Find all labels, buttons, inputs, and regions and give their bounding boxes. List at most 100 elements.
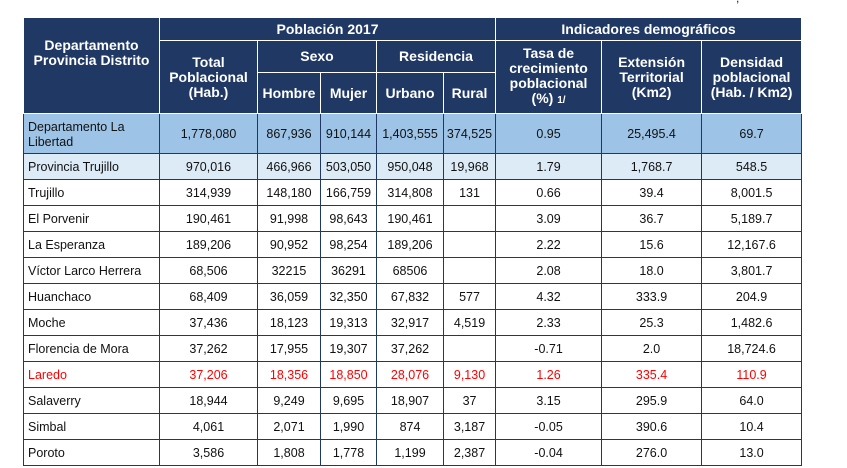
cell-densidad: 64.0 (701, 387, 803, 414)
cell-mujer: 9,695 (320, 387, 377, 414)
cell-rural: 4,519 (442, 309, 497, 336)
cell-tasa: 4.32 (495, 283, 603, 310)
cell-total: 37,436 (159, 309, 258, 336)
row-name: Provincia Trujillo (23, 153, 160, 180)
cell-mujer: 98,643 (320, 205, 377, 232)
cell-hombre: 32215 (257, 257, 321, 284)
cell-mujer: 503,050 (320, 153, 377, 180)
row-name: Víctor Larco Herrera (23, 257, 160, 284)
cell-extension: 276.0 (601, 439, 703, 466)
extension-header: Extensión Territorial (Km2) (601, 40, 703, 114)
table-row: Trujillo 314,939 148,180 166,759 314,808… (23, 179, 803, 206)
cell-extension: 39.4 (601, 179, 703, 206)
cell-urbano: 28,076 (376, 361, 444, 388)
cell-hombre: 148,180 (257, 179, 321, 206)
cell-extension: 390.6 (601, 413, 703, 440)
cell-rural: 9,130 (442, 361, 497, 388)
cell-rural: 2,387 (442, 439, 497, 466)
row-name: El Porvenir (23, 205, 160, 232)
cell-mujer: 32,350 (320, 283, 377, 310)
cell-tasa: 3.15 (495, 387, 603, 414)
table-row: Salaverry 18,944 9,249 9,695 18,907 37 3… (23, 387, 803, 414)
cell-tasa: 1.26 (495, 361, 603, 388)
cell-total: 1,778,080 (159, 113, 258, 154)
corner-mark: , (736, 0, 739, 5)
table-row: Huanchaco 68,409 36,059 32,350 67,832 57… (23, 283, 803, 310)
cell-total: 37,262 (159, 335, 258, 362)
cell-mujer: 98,254 (320, 231, 377, 258)
cell-total: 37,206 (159, 361, 258, 388)
poblacion-group-header: Población 2017 (158, 17, 497, 41)
cell-densidad: 3,801.7 (701, 257, 803, 284)
cell-total: 189,206 (159, 231, 258, 258)
cell-densidad: 110.9 (701, 361, 803, 388)
cell-densidad: 13.0 (701, 439, 803, 466)
cell-urbano: 314,808 (376, 179, 444, 206)
cell-hombre: 466,966 (257, 153, 321, 180)
cell-hombre: 17,955 (257, 335, 321, 362)
cell-urbano: 950,048 (376, 153, 444, 180)
cell-rural (442, 205, 497, 232)
cell-hombre: 2,071 (257, 413, 321, 440)
cell-densidad: 8,001.5 (701, 179, 803, 206)
cell-hombre: 9,249 (257, 387, 321, 414)
table-row: Provincia Trujillo 970,016 466,966 503,0… (23, 153, 803, 180)
tasa-header: Tasa de crecimiento poblacional (%) 1/ (495, 40, 603, 114)
cell-extension: 15.6 (601, 231, 703, 258)
row-name: Poroto (23, 439, 160, 466)
row-label-header: Departamento Provincia Distrito (23, 17, 160, 114)
cell-hombre: 91,998 (257, 205, 321, 232)
cell-tasa: -0.71 (495, 335, 603, 362)
cell-rural (442, 257, 497, 284)
cell-mujer: 1,990 (320, 413, 377, 440)
cell-extension: 335.4 (601, 361, 703, 388)
cell-urbano: 190,461 (376, 205, 444, 232)
cell-extension: 295.9 (601, 387, 703, 414)
cell-urbano: 1,199 (376, 439, 444, 466)
cell-mujer: 166,759 (320, 179, 377, 206)
cell-mujer: 910,144 (320, 113, 377, 154)
cell-extension: 18.0 (601, 257, 703, 284)
cell-urbano: 67,832 (376, 283, 444, 310)
cell-densidad: 10.4 (701, 413, 803, 440)
residencia-header: Residencia (375, 40, 497, 73)
cell-tasa: 0.66 (495, 179, 603, 206)
densidad-header: Densidad poblacional (Hab. / Km2) (701, 40, 803, 114)
hombre-header: Hombre (257, 72, 321, 114)
cell-densidad: 18,724.6 (701, 335, 803, 362)
cell-urbano: 874 (376, 413, 444, 440)
total-header: Total Poblacional (Hab.) (159, 40, 258, 114)
cell-total: 4,061 (159, 413, 258, 440)
cell-total: 68,409 (159, 283, 258, 310)
sexo-header: Sexo (257, 40, 377, 73)
cell-rural: 19,968 (442, 153, 497, 180)
row-name: Simbal (23, 413, 160, 440)
cell-tasa: 0.95 (495, 113, 603, 154)
cell-extension: 36.7 (601, 205, 703, 232)
cell-densidad: 5,189.7 (701, 205, 803, 232)
cell-rural (442, 231, 497, 258)
cell-total: 68,506 (159, 257, 258, 284)
cell-urbano: 32,917 (376, 309, 444, 336)
row-name: Departamento La Libertad (23, 113, 160, 154)
cell-mujer: 1,778 (320, 439, 377, 466)
cell-extension: 25,495.4 (601, 113, 703, 154)
cell-extension: 333.9 (601, 283, 703, 310)
mujer-header: Mujer (320, 72, 377, 114)
cell-mujer: 19,307 (320, 335, 377, 362)
urbano-header: Urbano (376, 72, 444, 114)
row-name: Florencia de Mora (23, 335, 160, 362)
row-name: Laredo (23, 361, 160, 388)
cell-urbano: 189,206 (376, 231, 444, 258)
indicadores-group-header: Indicadores demográficos (495, 17, 803, 41)
cell-hombre: 36,059 (257, 283, 321, 310)
cell-densidad: 69.7 (701, 113, 803, 154)
table-row: Departamento La Libertad 1,778,080 867,9… (23, 113, 803, 154)
table-row: Poroto 3,586 1,808 1,778 1,199 2,387 -0.… (23, 439, 803, 466)
cell-urbano: 37,262 (376, 335, 444, 362)
cell-rural: 374,525 (442, 113, 497, 154)
cell-hombre: 90,952 (257, 231, 321, 258)
table-row: Moche 37,436 18,123 19,313 32,917 4,519 … (23, 309, 803, 336)
cell-hombre: 18,356 (257, 361, 321, 388)
cell-mujer: 19,313 (320, 309, 377, 336)
